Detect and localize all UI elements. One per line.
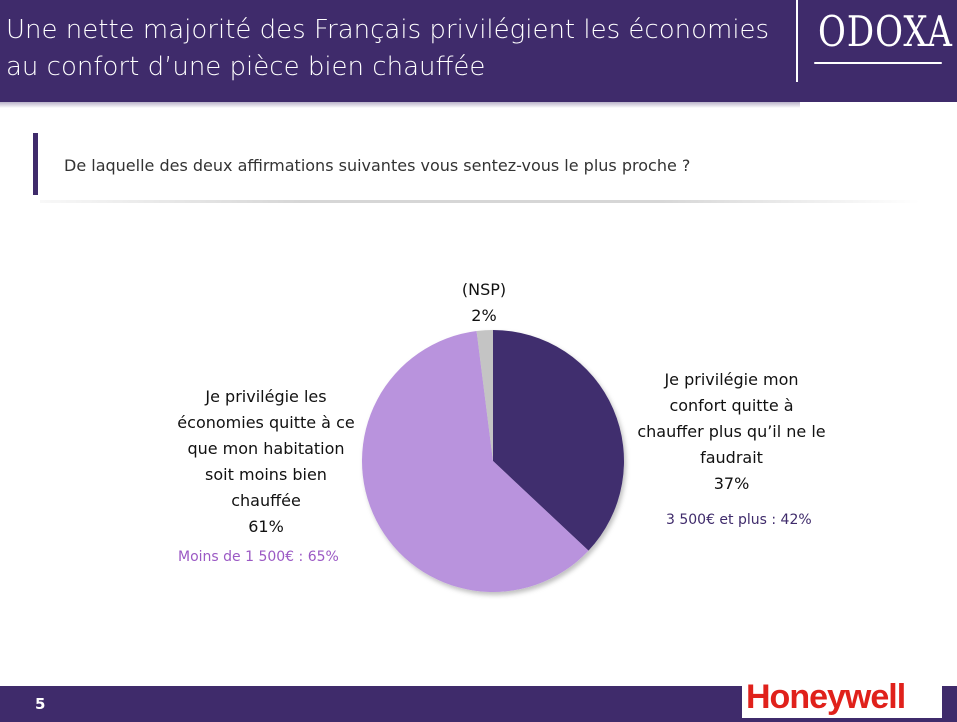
question-divider — [40, 200, 920, 203]
label-confort: Je privilégie mon confort quitte à chauf… — [634, 367, 829, 497]
honeywell-logo: Honeywell — [742, 676, 942, 718]
label-nsp: (NSP) 2% — [434, 277, 534, 329]
pie-slice-economies — [362, 331, 589, 592]
logo-underline — [814, 62, 942, 64]
pie-slice-confort — [493, 330, 624, 551]
label-confort-value: 37% — [713, 474, 750, 493]
page-title: Une nette majorité des Français privilég… — [6, 15, 770, 82]
question-accent-bar — [33, 133, 38, 195]
logo-text: ODOXA — [818, 7, 953, 57]
header-bar: Une nette majorité des Français privilég… — [0, 0, 957, 102]
label-nsp-value: 2% — [471, 306, 497, 325]
label-confort-text: Je privilégie mon confort quitte à chauf… — [637, 370, 826, 467]
label-economies-text: Je privilégie les économies quitte à ce … — [177, 387, 355, 510]
pie-slice-nsp — [476, 330, 493, 461]
honeywell-logo-text: Honeywell — [746, 678, 906, 716]
odoxa-logo: ODOXA — [796, 0, 957, 82]
annotation-economies: Moins de 1 500€ : 65% — [178, 549, 339, 565]
survey-question: De laquelle des deux affirmations suivan… — [64, 156, 691, 175]
page-number: 5 — [35, 695, 46, 713]
header-shadow — [0, 102, 800, 108]
pie-chart — [362, 330, 624, 592]
label-economies: Je privilégie les économies quitte à ce … — [176, 384, 356, 540]
annotation-confort: 3 500€ et plus : 42% — [666, 512, 812, 528]
label-nsp-text: (NSP) — [461, 280, 507, 299]
label-economies-value: 61% — [248, 517, 284, 536]
